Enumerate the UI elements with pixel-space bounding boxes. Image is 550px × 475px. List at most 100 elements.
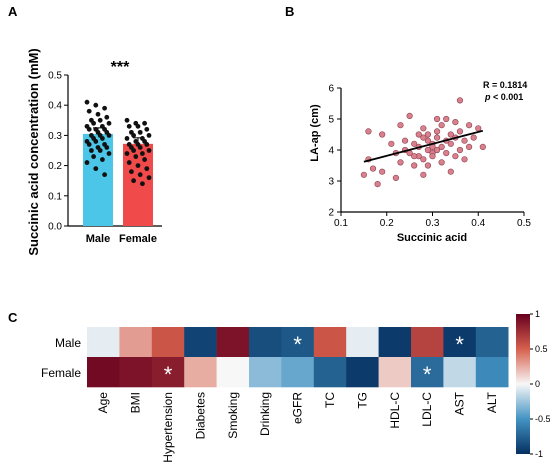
column-label: TC [323,392,337,408]
heatmap-cell [346,357,379,388]
significance-asterisk: * [455,332,464,357]
colorbar-tick-label: 0 [535,379,540,389]
heatmap-cell [87,327,120,358]
data-point [89,148,94,153]
heatmap-cell [249,357,282,388]
p-value: p < 0.001 [484,92,523,102]
data-point [433,128,441,135]
data-point [126,160,132,165]
data-point [86,126,92,132]
data-point [466,143,473,150]
correlation-r: R = 0.1814 [483,80,527,90]
data-point [456,97,464,104]
data-point [452,118,459,126]
data-point [456,146,464,154]
data-point [137,172,143,178]
significance-asterisk: * [164,362,173,387]
row-label-female: Female [41,366,81,380]
data-point [379,131,386,138]
heatmap-cell [378,327,412,358]
heatmap-cell [411,357,444,388]
data-point [365,128,372,135]
data-point [135,123,141,129]
heatmap-cell [119,357,153,388]
data-point [369,165,377,172]
data-point [424,162,432,169]
data-point [415,131,422,138]
x-tick-label: 0.5 [517,218,531,229]
data-point [456,128,464,135]
data-point [146,148,152,153]
data-point [91,154,96,159]
bar-chart: Succinic acid concentration (mM) *** 0.0… [26,48,162,256]
heatmap-cell [281,357,315,388]
heatmap-cell [346,327,379,358]
data-point [124,151,130,156]
data-point [106,151,112,156]
heatmap-cell [184,357,217,388]
heatmap-cell [216,357,250,388]
scatter-chart: Succinic acid LA-ap (cm) R = 0.1814 p < … [309,80,531,244]
data-point [140,151,145,156]
data-point [447,140,454,147]
data-point [129,169,134,175]
data-point [93,166,99,172]
data-point [102,105,107,111]
data-point [438,122,445,129]
data-point [137,145,143,150]
data-point [397,159,404,166]
data-point [475,125,482,132]
y-tick-label: 3 [328,177,334,188]
column-label: AST [453,391,467,415]
heatmap-cell [216,327,250,358]
heatmap-cell [443,357,477,388]
data-point [420,134,427,141]
data-point [86,108,92,114]
heatmap-cell [281,327,315,358]
data-point [461,156,468,163]
colorbar-tick-label: -0.5 [535,414,550,424]
column-label: Drinking [258,392,272,436]
data-point [146,133,152,138]
data-point [433,146,441,154]
data-point [91,120,96,126]
y-axis-label: Succinic acid concentration (mM) [26,48,41,255]
panel-label-a: A [8,4,18,19]
data-point [420,125,427,132]
column-label: TG [355,392,369,409]
column-label: eGFR [291,392,305,424]
data-point [466,122,473,129]
y-tick-label: 0.4 [48,101,62,112]
colorbar-gradient [516,314,530,454]
bar-female [123,143,153,226]
data-point [102,172,107,178]
data-point [142,120,148,126]
column-label: Age [96,392,110,414]
regression-line [363,129,484,163]
data-point [360,171,367,178]
colorbar: 1 0.5 0 -0.5 -1 [516,309,550,459]
significance-asterisk: * [293,332,302,357]
data-point [131,148,137,153]
y-axis-label: LA-ap (cm) [309,104,321,162]
p-threshold: < 0.001 [491,92,524,102]
data-point [124,117,130,123]
data-point [144,126,150,132]
data-point [447,131,454,138]
data-point [429,153,436,160]
data-point [479,143,486,150]
data-point [397,122,404,129]
data-point [97,117,103,123]
colorbar-tick-label: 1 [535,309,540,319]
data-point [93,102,99,108]
panel-label-c: C [8,310,18,325]
data-point [424,146,432,154]
heatmap-cell [87,357,120,388]
data-point [424,131,432,138]
data-point [84,160,90,165]
column-label: ALT [485,391,499,413]
data-point [461,137,468,144]
y-tick-label: 2 [328,208,334,219]
heatmap-cell [313,327,347,358]
y-tick-label: 0.0 [48,222,62,233]
